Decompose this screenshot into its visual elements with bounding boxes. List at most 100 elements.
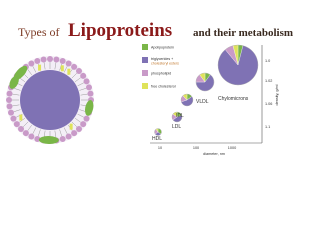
free-cholesterol [69, 123, 73, 130]
lipid-tail [43, 62, 46, 70]
infographic: Types of Lipoproteins and their metaboli… [6, 20, 294, 156]
y-tick-label: 1.06 [265, 102, 272, 106]
lipid-tail [74, 77, 81, 82]
phospholipid-head [22, 130, 29, 137]
legend-swatch [142, 83, 148, 89]
legend-swatch [142, 70, 148, 76]
phospholipid-head [59, 135, 66, 142]
x-tick-label: 1000 [228, 146, 236, 150]
lipid-tail [12, 104, 20, 107]
phospholipid-head [34, 58, 41, 65]
lipid-tail [77, 82, 84, 87]
phospholipid-head [65, 133, 72, 140]
bubble-outline [217, 44, 259, 86]
phospholipid-head [6, 90, 13, 97]
y-axis-title: density, g/ml [275, 84, 279, 105]
particle-diagram [6, 56, 94, 144]
plot: 10 100 1000 diameter, nm 1.1 1.06 1.02 1… [150, 44, 279, 156]
phospholipid-head [71, 130, 78, 137]
legend-swatch [142, 44, 148, 50]
phospholipid-head [83, 115, 90, 122]
particle-label: VLDL [196, 99, 209, 105]
bubble-outline [180, 93, 194, 107]
phospholipid-head [53, 56, 60, 63]
bubble-outline [171, 111, 183, 123]
phospholipid-head [87, 90, 94, 97]
phospholipid-head [10, 115, 17, 122]
lipid-tail [71, 121, 78, 128]
particle-bubbles [154, 44, 259, 136]
phospholipid-head [8, 109, 15, 116]
phospholipid-head [34, 135, 41, 142]
lipid-tail [79, 88, 87, 91]
lipid-tail [59, 129, 62, 137]
particle-label: HDL [152, 136, 162, 142]
bubble-outline [154, 128, 162, 136]
phospholipid-head [83, 78, 90, 85]
free-cholesterol [19, 114, 23, 121]
x-tick-label: 100 [193, 146, 199, 150]
lipid-tail [13, 109, 21, 112]
particle-label: IDL [176, 113, 184, 119]
phospholipid-head [85, 84, 92, 91]
phospholipid-head [28, 60, 35, 67]
phospholipid-head [80, 121, 87, 128]
lipid-tail [80, 93, 88, 96]
bubble-outline [195, 72, 215, 92]
phospholipid-head [80, 72, 87, 79]
lipid-tail [59, 63, 62, 71]
y-tick-label: 1.02 [265, 79, 272, 83]
lipid-tail [63, 66, 68, 73]
legend: Apolipoprotein triglycerides + cholester… [142, 44, 179, 89]
apolipoprotein [84, 100, 94, 116]
apolipoprotein [9, 75, 19, 89]
phospholipid-head [6, 103, 13, 110]
legend-label: triglycerides + [151, 57, 173, 61]
y-tick-label: 1.1 [265, 125, 270, 129]
particle-core [20, 70, 80, 130]
lipid-tail [63, 127, 68, 134]
lipid-tail [32, 66, 37, 73]
title-prefix: Types of [18, 25, 59, 39]
phospholipid-head [47, 56, 53, 62]
lipid-tail [13, 88, 21, 91]
phospholipid-head [18, 125, 25, 132]
lipid-tail [12, 93, 20, 96]
phospholipid-head [75, 125, 82, 132]
title-suffix: and their metabolism [193, 27, 293, 39]
x-tick-label: 10 [158, 146, 162, 150]
phospholipid-head [40, 56, 47, 63]
apolipoprotein [38, 135, 59, 144]
free-cholesterol [60, 65, 64, 72]
lipid-tail [38, 129, 41, 137]
phospholipid-head [6, 97, 12, 103]
phospholipid-head [13, 121, 20, 128]
lipid-tail [27, 124, 32, 131]
lipid-tail [27, 69, 32, 76]
lipid-tail [32, 127, 37, 134]
lipid-tail [54, 130, 57, 138]
legend-label: Apolipoprotein [151, 46, 174, 50]
legend-sublabel: cholesteryl esters [151, 62, 179, 66]
lipid-tail [54, 62, 57, 70]
lipid-tail [74, 118, 81, 123]
phospholipid-head [71, 63, 78, 70]
particle-label: Chylomicrons [218, 96, 249, 102]
y-tick-label: 1.0 [265, 59, 270, 63]
lipid-tail [22, 121, 29, 128]
free-cholesterol [38, 64, 42, 71]
phospholipid-head [65, 60, 72, 67]
phospholipid-head [59, 58, 66, 65]
legend-label: free cholesterol [151, 85, 176, 89]
lipid-tail [79, 109, 87, 112]
legend-swatch [142, 57, 148, 63]
x-axis-title: diameter, nm [203, 152, 225, 156]
lipid-tail [77, 113, 84, 118]
free-cholesterol [67, 68, 71, 75]
phospholipid-head [28, 133, 35, 140]
title-main: Lipoproteins [68, 20, 172, 41]
particle-label: LDL [172, 124, 181, 130]
phospholipid-head [75, 68, 82, 75]
lipid-tail [71, 72, 78, 79]
legend-label: phospholipid [151, 72, 171, 76]
